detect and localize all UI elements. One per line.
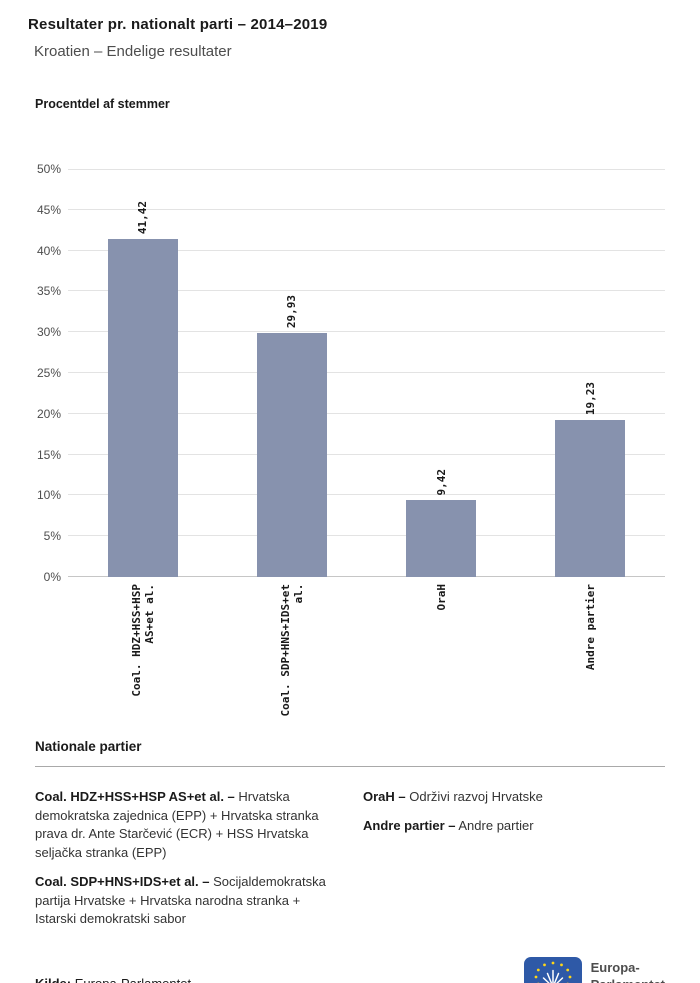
bar bbox=[256, 332, 327, 577]
legend-term: Andre partier – bbox=[363, 817, 456, 833]
gridline bbox=[68, 331, 665, 333]
y-tick-label: 35% bbox=[36, 284, 61, 299]
bar-column: 41,42 bbox=[68, 169, 217, 577]
page-subtitle: Kroatien – Endelige resultater bbox=[34, 43, 232, 60]
legend-description: Održivi razvoj Hrvatske bbox=[409, 789, 543, 804]
x-category-list: Coal. HDZ+HSS+HSP AS+et al. Coal. SDP+HNS… bbox=[68, 577, 665, 727]
legend-term: Coal. HDZ+HSS+HSP AS+et al. – bbox=[35, 789, 235, 804]
legend-description: Hrvatska demokratska zajednica (EPP) + H… bbox=[35, 789, 319, 861]
x-category: OraH bbox=[367, 577, 516, 727]
gridline bbox=[68, 576, 665, 577]
y-axis: 0% 5% 10% 15% 20% 25% 30% 35% 40% 45% 50% bbox=[35, 162, 68, 584]
footer: Kilde: Europa-Parlamentet bbox=[35, 957, 665, 983]
bar-column: 9,42 bbox=[367, 169, 516, 577]
bar-chart: 0% 5% 10% 15% 20% 25% 30% 35% 40% 45% 50% 41,42 29,… bbox=[35, 162, 665, 584]
chart-title: Procentdel af stemmer bbox=[35, 97, 170, 111]
page-title: Resultater pr. nationalt parti – 2014–20… bbox=[28, 16, 328, 33]
ep-logo: Europa- Parlamentet bbox=[523, 957, 665, 983]
source-note: Kilde: Europa-Parlamentet bbox=[35, 976, 191, 983]
legend-column-right: OraH – Održivi razvoj Hrvatske Andre par… bbox=[363, 788, 665, 939]
y-tick-label: 5% bbox=[43, 529, 61, 544]
legend-term: Coal. SDP+HNS+IDS+et al. – bbox=[35, 873, 210, 889]
legend-heading: Nationale partier bbox=[35, 739, 665, 767]
legend-term: OraH – bbox=[363, 789, 406, 804]
gridline bbox=[68, 208, 665, 210]
x-category-label: Coal. HDZ+HSS+HSP AS+et al. bbox=[129, 584, 156, 697]
y-tick-label: 30% bbox=[36, 325, 61, 340]
source-text: Europa-Parlamentet bbox=[75, 976, 191, 983]
legend-item: Coal. SDP+HNS+IDS+et al. – Socijaldemokr… bbox=[35, 873, 337, 929]
ep-logo-text: Europa- Parlamentet bbox=[591, 960, 665, 983]
y-tick-label: 0% bbox=[43, 570, 61, 584]
gridline bbox=[68, 453, 665, 455]
x-category-label: Coal. SDP+HNS+IDS+et al. bbox=[278, 584, 305, 717]
source-label: Kilde: bbox=[35, 976, 71, 983]
bar-column: 29,93 bbox=[217, 169, 366, 577]
x-category: Coal. SDP+HNS+IDS+et al. bbox=[217, 577, 366, 727]
x-category-label: OraH bbox=[434, 584, 448, 611]
y-tick-label: 20% bbox=[36, 406, 61, 421]
x-category-label: Andre partier bbox=[583, 584, 597, 671]
gridline bbox=[68, 169, 665, 170]
bar bbox=[406, 500, 477, 577]
bar-value-label: 19,23 bbox=[583, 381, 597, 416]
ep-logo-icon bbox=[523, 957, 582, 983]
y-tick-label: 40% bbox=[36, 243, 61, 258]
bars: 41,42 29,93 9,42 19,23 bbox=[68, 169, 665, 577]
ep-logo-line2: Parlamentet bbox=[591, 977, 665, 983]
x-axis-spacer bbox=[35, 577, 68, 727]
legend-item: OraH – Održivi razvoj Hrvatske bbox=[363, 788, 665, 807]
grid bbox=[68, 169, 665, 577]
bar bbox=[555, 420, 626, 577]
y-tick-label: 50% bbox=[36, 162, 61, 176]
legend-item: Andre partier – Andre partier bbox=[363, 817, 665, 836]
bar-value-label: 41,42 bbox=[136, 200, 150, 235]
legend-section: Nationale partier Coal. HDZ+HSS+HSP AS+e… bbox=[35, 739, 665, 939]
gridline bbox=[68, 372, 665, 373]
plot-area: 41,42 29,93 9,42 19,23 bbox=[68, 169, 665, 577]
bar-value-label: 29,93 bbox=[285, 294, 299, 328]
x-category: Coal. HDZ+HSS+HSP AS+et al. bbox=[68, 577, 217, 727]
legend-description: Socijaldemokratska partija Hrvatske + Hr… bbox=[35, 873, 326, 927]
gridline bbox=[68, 290, 665, 292]
y-tick-label: 10% bbox=[36, 488, 61, 503]
gridline bbox=[68, 494, 665, 496]
gridline bbox=[68, 249, 665, 251]
bar-value-label: 9,42 bbox=[434, 468, 448, 496]
legend-description: Andre partier bbox=[458, 817, 534, 833]
gridline bbox=[68, 412, 665, 414]
legend-item: Coal. HDZ+HSS+HSP AS+et al. – Hrvatska d… bbox=[35, 788, 337, 863]
x-category: Andre partier bbox=[516, 577, 665, 727]
legend-column-left: Coal. HDZ+HSS+HSP AS+et al. – Hrvatska d… bbox=[35, 788, 337, 939]
ep-logo-line1: Europa- bbox=[590, 960, 640, 976]
bar bbox=[107, 239, 178, 577]
bar-column: 19,23 bbox=[516, 169, 665, 577]
gridline bbox=[68, 535, 665, 537]
x-axis-labels: Coal. HDZ+HSS+HSP AS+et al. Coal. SDP+HNS… bbox=[35, 577, 665, 727]
y-tick-label: 15% bbox=[36, 447, 61, 462]
y-tick-label: 25% bbox=[36, 366, 61, 380]
y-tick-label: 45% bbox=[36, 202, 61, 217]
